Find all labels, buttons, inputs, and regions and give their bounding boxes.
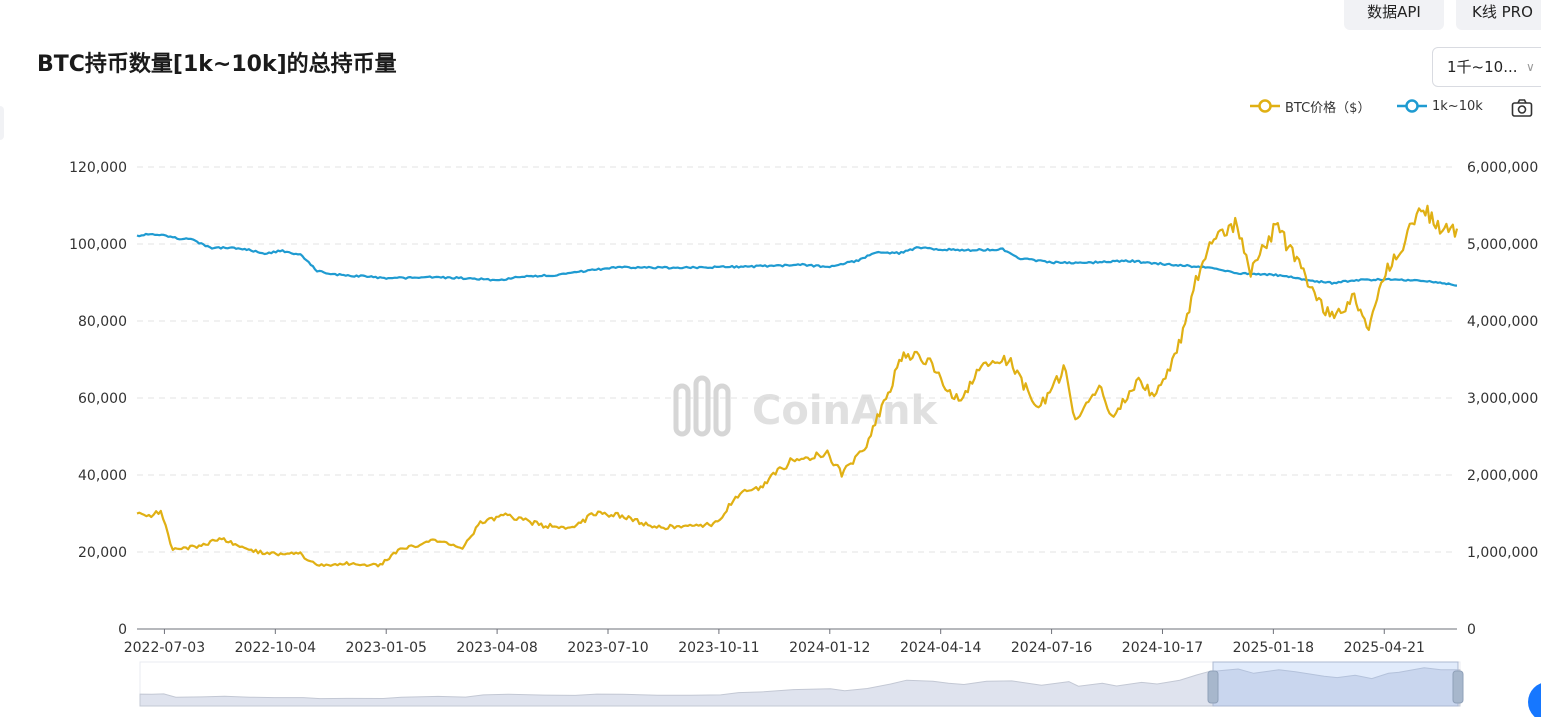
x-tick-label: 2025-01-18 (1233, 640, 1314, 656)
watermark: CoinAnk (673, 375, 938, 437)
x-tick-label: 2023-07-10 (567, 640, 648, 656)
y-right-tick-label: 5,000,000 (1467, 237, 1538, 253)
x-tick-label: 2022-07-03 (124, 640, 205, 656)
grid (137, 166, 1457, 553)
y-right-tick-label: 0 (1467, 622, 1476, 638)
x-tick-label: 2023-10-11 (678, 640, 759, 656)
coinank-logo-icon (673, 375, 731, 437)
series-line-btc-price (136, 204, 1459, 568)
legend-line-circle-icon (1250, 99, 1280, 113)
series (136, 204, 1459, 568)
x-tick-label: 2024-10-17 (1122, 640, 1203, 656)
x-tick-label: 2022-10-04 (235, 640, 316, 656)
x-tick-label: 2024-07-16 (1011, 640, 1092, 656)
range-select[interactable]: 1千~10... ∨ (1432, 47, 1541, 87)
y-left-tick-label: 60,000 (78, 391, 127, 407)
data-zoom[interactable] (139, 661, 1464, 707)
range-select-value: 1千~10... (1447, 58, 1518, 76)
x-tick-label: 2023-04-08 (456, 640, 537, 656)
x-tick-label: 2023-01-05 (346, 640, 427, 656)
chevron-down-icon: ∨ (1526, 60, 1535, 74)
y-right-tick-label: 1,000,000 (1467, 545, 1538, 561)
axes: 120,000 6,000,000 100,000 5,000,000 80,000 4,… (69, 160, 1538, 656)
y-right-tick-label: 4,000,000 (1467, 314, 1538, 330)
y-left-tick-label: 20,000 (78, 545, 127, 561)
y-left-tick-label: 0 (118, 622, 127, 638)
y-left-tick-label: 100,000 (69, 237, 127, 253)
legend-line-circle-icon (1397, 99, 1427, 113)
y-left-tick-label: 120,000 (69, 160, 127, 176)
y-right-tick-label: 3,000,000 (1467, 391, 1538, 407)
x-tick-label: 2025-04-21 (1344, 640, 1425, 656)
legend-item-btc-price[interactable]: BTC价格（$） (1250, 96, 1370, 116)
kline-pro-button[interactable]: K线 PRO (1456, 0, 1541, 30)
y-left-tick-label: 80,000 (78, 314, 127, 330)
y-left-tick-label: 40,000 (78, 468, 127, 484)
legend-label-holdings: 1k~10k (1432, 98, 1483, 114)
camera-icon[interactable] (1511, 98, 1533, 118)
zoom-handle-left[interactable] (1207, 670, 1219, 704)
zoom-selection[interactable] (1212, 661, 1459, 707)
legend-item-holdings[interactable]: 1k~10k (1397, 96, 1483, 116)
x-tick-label: 2024-04-14 (900, 640, 981, 656)
y-right-tick-label: 6,000,000 (1467, 160, 1538, 176)
zoom-preview-area (139, 667, 1461, 707)
page-title: BTC持币数量[1k~10k]的总持币量 (37, 52, 397, 77)
side-tab[interactable] (0, 106, 4, 140)
help-float-button[interactable] (1528, 682, 1541, 717)
legend-label-btc-price: BTC价格（$） (1285, 100, 1371, 116)
watermark-text: CoinAnk (752, 388, 938, 434)
series-line-holdings (136, 232, 1458, 287)
data-api-button[interactable]: 数据API (1344, 0, 1444, 30)
zoom-handle-right[interactable] (1452, 670, 1464, 704)
x-tick-label: 2024-01-12 (789, 640, 870, 656)
y-right-tick-label: 2,000,000 (1467, 468, 1538, 484)
